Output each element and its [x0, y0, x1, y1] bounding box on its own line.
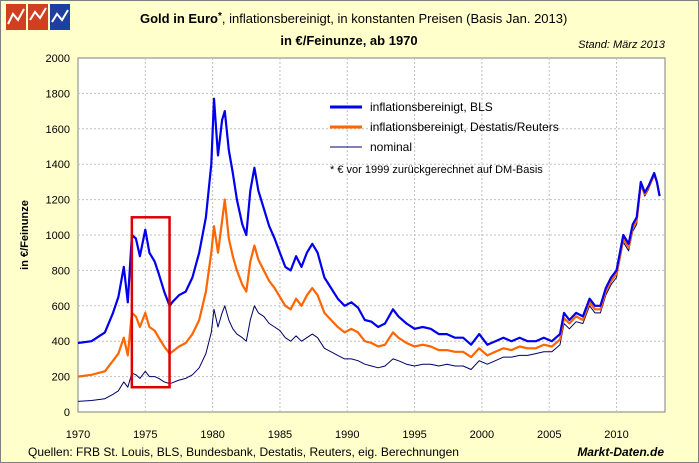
y-tick-label: 600: [52, 301, 70, 313]
highlight-box: [130, 216, 171, 389]
series-line-nominal: [77, 174, 661, 402]
legend-label-nominal: nominal: [370, 140, 412, 154]
y-tick-label: 200: [52, 372, 70, 384]
x-tick-label: 2010: [604, 429, 628, 441]
y-tick-label: 1400: [46, 159, 70, 171]
stand-date: Stand: März 2013: [578, 39, 666, 51]
y-tick-label: 400: [52, 336, 70, 348]
x-tick-label: 2000: [470, 429, 494, 441]
series-line-destatis: [77, 173, 661, 378]
logo-line-right: [51, 9, 69, 23]
x-tick-label: 1975: [133, 429, 157, 441]
y-tick-label: 2000: [46, 53, 70, 65]
annotation-dm-basis: * € vor 1999 zurückgerechnet auf DM-Basi…: [330, 164, 543, 176]
y-axis-ticks: 0 200 400 600 800 1000 1200 1400 1600 1800 2000: [46, 53, 70, 419]
sources-footnote: Quellen: FRB St. Louis, BLS, Bundesbank,…: [28, 445, 459, 459]
chart-title: Gold in Euro*, inflationsbereinigt, in k…: [140, 11, 567, 26]
series-line-bls: [77, 97, 661, 346]
x-tick-label: 2005: [537, 429, 561, 441]
y-tick-label: 1600: [46, 124, 70, 136]
x-tick-label: 1980: [200, 429, 224, 441]
y-axis-label: in €/Feinunze: [19, 200, 31, 270]
x-tick-label: 1995: [402, 429, 426, 441]
y-tick-label: 800: [52, 265, 70, 277]
brand-watermark: Markt-Daten.de: [577, 445, 664, 459]
legend-label-bls: inflationsbereinigt, BLS: [370, 100, 493, 114]
y-tick-label: 1800: [46, 88, 70, 100]
y-tick-label: 0: [64, 407, 70, 419]
x-tick-label: 1985: [268, 429, 292, 441]
y-tick-label: 1000: [46, 230, 70, 242]
chart-logo-icon: [6, 4, 70, 30]
x-tick-label: 1970: [66, 429, 90, 441]
x-tick-label: 1990: [335, 429, 359, 441]
chart-subtitle: in €/Feinunze, ab 1970: [280, 33, 417, 48]
legend-label-destatis: inflationsbereinigt, Destatis/Reuters: [370, 120, 559, 134]
legend: inflationsbereinigt, BLS inflationsberei…: [330, 100, 559, 176]
x-axis-ticks: 1970 1975 1980 1985 1990 1995 2000 2005 2010: [66, 429, 629, 441]
series-layer: [77, 97, 661, 402]
logo-line-left: [7, 8, 25, 25]
logo-line-middle: [29, 7, 47, 21]
y-tick-label: 1200: [46, 195, 70, 207]
